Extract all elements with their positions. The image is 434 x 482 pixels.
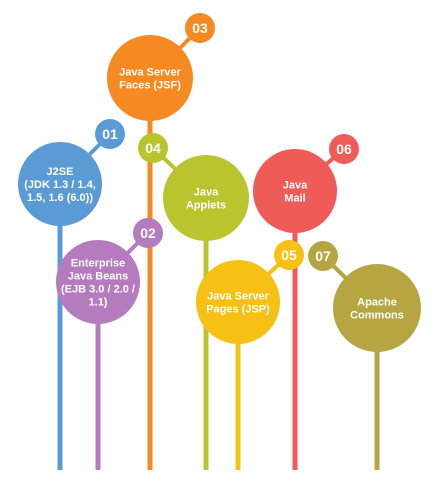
number-badge xyxy=(274,240,304,270)
node-01: J2SE(JDK 1.3 / 1.4,1.5, 1.6 (6.0)) 01 xyxy=(18,119,125,470)
main-circle xyxy=(333,264,421,352)
number-badge xyxy=(308,241,338,271)
circle-label: Java Beans xyxy=(68,271,129,283)
badge-number: 01 xyxy=(102,126,118,142)
number-badge xyxy=(329,134,359,164)
main-circle xyxy=(107,35,193,121)
circle-label: Enterprise xyxy=(71,258,125,270)
badge-number: 03 xyxy=(192,20,208,36)
number-badge xyxy=(185,13,215,43)
main-circle xyxy=(196,260,280,344)
circle-label: Pages (JSP) xyxy=(206,304,270,316)
main-circle xyxy=(253,149,337,233)
circle-label: (EJB 3.0 / 2.0 / xyxy=(61,284,135,296)
main-circle xyxy=(163,155,249,241)
badge-number: 07 xyxy=(315,248,331,264)
circle-label: Java xyxy=(283,180,308,192)
number-badge xyxy=(138,133,168,163)
circle-label: 1.1) xyxy=(89,297,108,309)
circle-label: Commons xyxy=(350,310,404,322)
circle-label: Applets xyxy=(186,200,226,212)
circle-label: Apache xyxy=(357,297,397,309)
circle-label: Mail xyxy=(284,193,305,205)
circle-label: (JDK 1.3 / 1.4, xyxy=(24,179,96,191)
circle-label: Java Server xyxy=(119,67,181,79)
number-badge xyxy=(133,218,163,248)
number-badge xyxy=(95,119,125,149)
circle-label: Faces (JSF) xyxy=(119,80,181,92)
badge-number: 06 xyxy=(336,141,352,157)
circle-label: 1.5, 1.6 (6.0)) xyxy=(27,192,93,204)
circle-label: Java Server xyxy=(207,291,269,303)
main-circle xyxy=(18,142,102,226)
circle-label: J2SE xyxy=(47,166,74,178)
badge-number: 05 xyxy=(281,247,297,263)
circle-label: Java xyxy=(194,187,219,199)
main-circle xyxy=(56,240,140,324)
badge-number: 04 xyxy=(145,140,161,156)
badge-number: 02 xyxy=(140,225,156,241)
